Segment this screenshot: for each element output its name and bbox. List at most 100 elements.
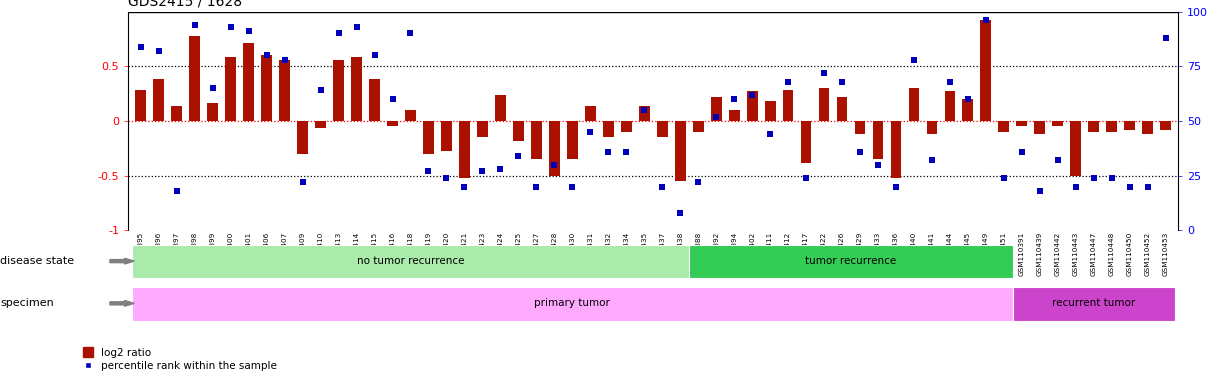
Point — [707, 114, 726, 120]
Bar — [1143, 121, 1153, 134]
Legend: log2 ratio, percentile rank within the sample: log2 ratio, percentile rank within the s… — [78, 343, 281, 375]
Bar — [243, 43, 254, 121]
Point — [545, 162, 564, 168]
Point — [400, 30, 420, 36]
Bar — [1088, 121, 1099, 132]
Bar — [1013, 287, 1175, 321]
Point — [724, 96, 744, 102]
Bar — [189, 36, 200, 121]
Point — [131, 43, 150, 50]
Bar — [945, 91, 955, 121]
Point — [526, 184, 546, 190]
Point — [850, 149, 869, 155]
Bar — [783, 90, 794, 121]
Bar — [1053, 121, 1063, 126]
Text: no tumor recurrence: no tumor recurrence — [357, 256, 464, 266]
Bar — [424, 121, 433, 154]
Point — [994, 175, 1013, 181]
Bar — [711, 97, 722, 121]
Point — [1084, 175, 1104, 181]
Bar — [441, 121, 452, 151]
Bar — [1106, 121, 1117, 132]
Point — [761, 131, 780, 137]
Bar — [171, 106, 182, 121]
Bar — [261, 55, 272, 121]
Text: disease state: disease state — [0, 256, 74, 266]
Point — [221, 24, 241, 30]
Bar — [729, 110, 740, 121]
Bar — [297, 121, 308, 154]
Bar — [1160, 121, 1171, 130]
Text: primary tumor: primary tumor — [535, 298, 610, 308]
Bar — [226, 58, 236, 121]
Bar — [132, 287, 1013, 321]
Point — [382, 96, 402, 102]
Point — [635, 107, 654, 113]
Bar — [549, 121, 559, 176]
Point — [976, 17, 995, 23]
Bar — [1071, 121, 1081, 176]
Bar — [567, 121, 578, 159]
Bar — [801, 121, 812, 162]
Point — [1120, 184, 1139, 190]
Point — [1048, 157, 1067, 164]
Bar — [639, 106, 650, 121]
Bar — [764, 101, 775, 121]
Bar — [333, 60, 344, 121]
Point — [454, 184, 474, 190]
Point — [328, 30, 348, 36]
Point — [778, 78, 797, 84]
Point — [293, 179, 313, 185]
Bar — [747, 91, 757, 121]
Point — [1066, 184, 1085, 190]
Bar — [908, 88, 919, 121]
Bar — [405, 110, 416, 121]
Point — [868, 162, 888, 168]
Point — [473, 168, 492, 174]
Bar — [369, 79, 380, 121]
Point — [958, 96, 978, 102]
Point — [437, 175, 457, 181]
Text: specimen: specimen — [0, 298, 54, 308]
Point — [1031, 188, 1050, 194]
Bar — [873, 121, 883, 159]
Point — [311, 87, 331, 93]
Bar — [477, 121, 488, 137]
Bar — [132, 245, 689, 278]
Bar — [387, 121, 398, 126]
Point — [239, 28, 259, 34]
Bar — [495, 95, 505, 121]
Bar — [1034, 121, 1045, 134]
Bar — [818, 88, 829, 121]
Point — [1103, 175, 1122, 181]
Point — [491, 166, 510, 172]
Bar — [352, 58, 361, 121]
Bar — [585, 106, 596, 121]
Bar — [1125, 121, 1136, 130]
Point — [940, 78, 960, 84]
Point — [922, 157, 941, 164]
Point — [689, 179, 708, 185]
Text: recurrent tumor: recurrent tumor — [1053, 298, 1136, 308]
Point — [886, 184, 906, 190]
Bar — [603, 121, 614, 137]
Bar — [855, 121, 866, 134]
Point — [149, 48, 168, 54]
Point — [598, 149, 618, 155]
Point — [275, 56, 294, 63]
Point — [1156, 35, 1176, 41]
Point — [365, 52, 385, 58]
Bar — [962, 99, 973, 121]
Point — [796, 175, 816, 181]
Bar — [315, 121, 326, 127]
Point — [670, 210, 690, 216]
Bar — [459, 121, 470, 178]
Bar — [927, 121, 938, 134]
Point — [563, 184, 582, 190]
Bar — [620, 121, 631, 132]
Bar — [836, 97, 847, 121]
Bar — [689, 245, 1013, 278]
Point — [1138, 184, 1158, 190]
Text: GDS2415 / 1628: GDS2415 / 1628 — [128, 0, 242, 9]
Point — [580, 129, 600, 135]
